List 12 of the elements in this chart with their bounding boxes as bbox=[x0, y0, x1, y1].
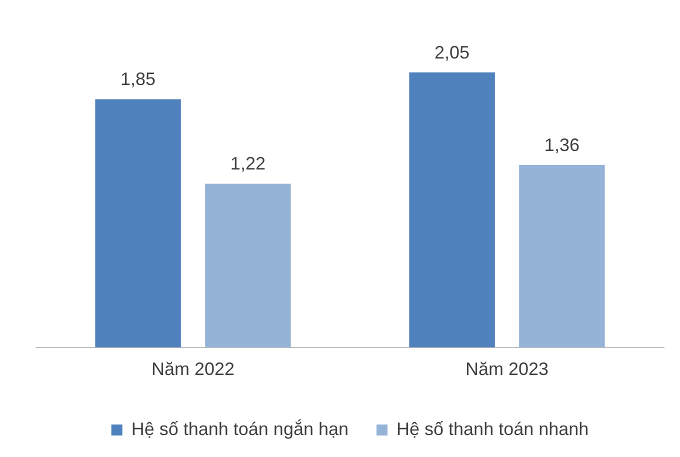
legend-label: Hệ số thanh toán nhanh bbox=[396, 418, 589, 439]
legend-label: Hệ số thanh toán ngắn hạn bbox=[131, 418, 349, 439]
bar bbox=[205, 184, 291, 348]
data-label: 1,22 bbox=[230, 154, 266, 174]
data-label: 2,05 bbox=[434, 42, 470, 62]
data-label: 1,85 bbox=[120, 69, 156, 90]
bar bbox=[95, 99, 181, 348]
bar bbox=[519, 164, 605, 348]
x-tick-label: Năm 2022 bbox=[151, 359, 235, 380]
x-tick-label: Năm 2023 bbox=[465, 359, 549, 380]
bar bbox=[409, 72, 495, 348]
data-label: 1,36 bbox=[544, 134, 580, 155]
